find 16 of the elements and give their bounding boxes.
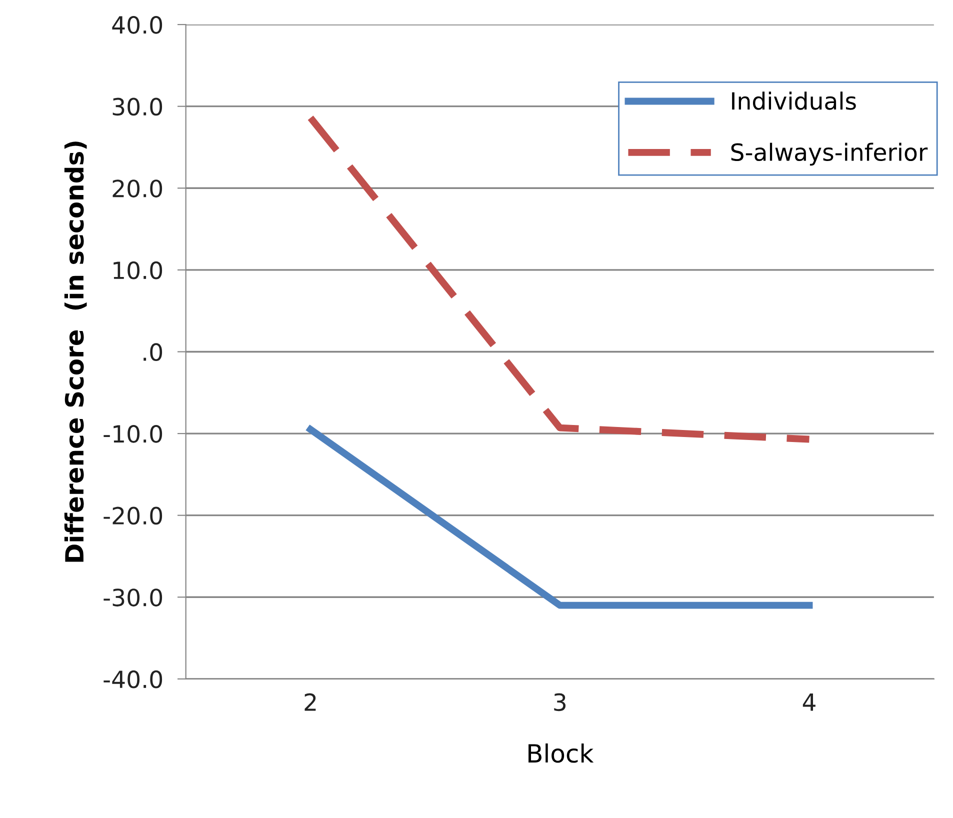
y-tick-label: 40.0 [112,16,162,34]
y-tick-label: -30.0 [104,588,162,606]
y-axis-title: Difference Score (in seconds) [64,142,87,562]
y-tick-label: -40.0 [104,670,162,688]
y-tick-label: 20.0 [112,180,162,198]
y-tick-label: 10.0 [114,261,162,280]
x-tick-label: 2 [304,693,316,711]
x-tick-label: 4 [802,694,816,711]
x-axis-title: Block [528,743,594,763]
legend-label: Individuals [732,92,856,110]
x-tick-label: 3 [554,693,566,712]
y-tick-label: .0 [144,343,162,362]
y-tick-label: -20.0 [104,506,162,525]
y-tick-label: 30.0 [112,98,162,116]
legend-label: S-always-inferior [731,142,928,166]
y-tick-label: -10.0 [104,424,162,443]
